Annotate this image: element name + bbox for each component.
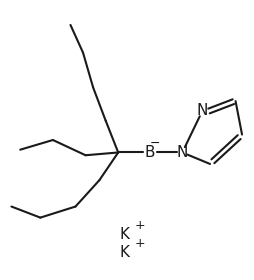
Text: K: K <box>119 227 130 242</box>
Text: +: + <box>134 220 145 232</box>
Text: N: N <box>197 103 208 118</box>
Text: −: − <box>150 137 160 150</box>
Text: N: N <box>177 145 188 160</box>
Text: +: + <box>134 237 145 250</box>
Text: K: K <box>119 245 130 260</box>
Text: B: B <box>144 145 155 160</box>
